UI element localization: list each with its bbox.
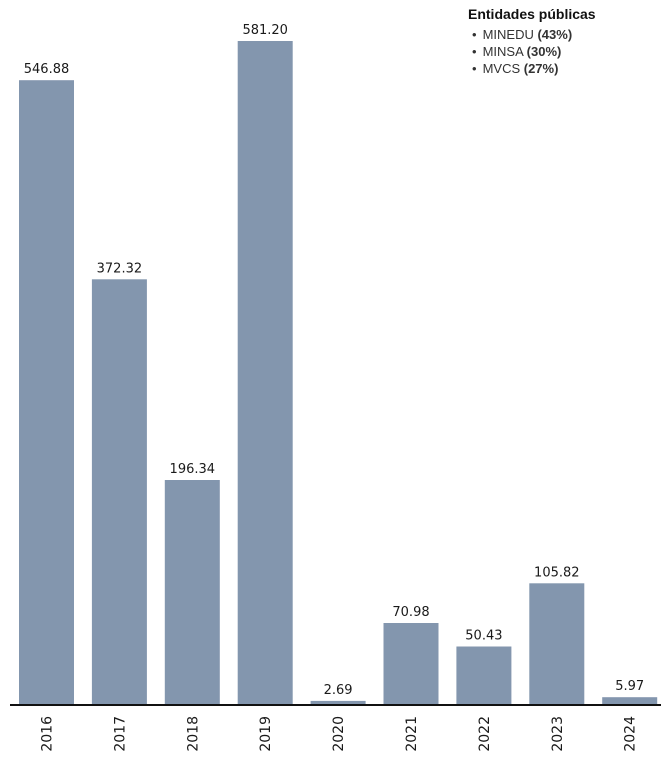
bar-2022 xyxy=(456,646,512,704)
data-label-2020: 2.69 xyxy=(324,683,353,698)
x-tick-label-2024: 2024 xyxy=(623,716,639,752)
legend-item-minedu: • MINEDU (43%) xyxy=(468,26,596,43)
data-label-2019: 581.20 xyxy=(242,23,288,38)
bar-2023 xyxy=(529,583,585,704)
bar-2018 xyxy=(164,480,220,704)
bar-2019 xyxy=(237,41,293,704)
data-label-2022: 50.43 xyxy=(465,629,502,644)
bar-2024 xyxy=(602,697,658,704)
x-tick-label-2018: 2018 xyxy=(185,716,201,752)
x-tick-label-2021: 2021 xyxy=(404,716,420,752)
x-tick-label-2023: 2023 xyxy=(550,716,566,752)
data-label-2024: 5.97 xyxy=(615,679,644,694)
x-tick-label-2019: 2019 xyxy=(258,716,274,752)
data-label-2017: 372.32 xyxy=(97,261,143,276)
data-label-2016: 546.88 xyxy=(24,62,70,77)
x-tick-label-2017: 2017 xyxy=(112,716,128,752)
legend: Entidades públicas • MINEDU (43%) • MINSA … xyxy=(468,6,596,77)
legend-item-name: MINEDU xyxy=(482,27,534,42)
legend-item-name: MINSA xyxy=(482,44,524,59)
legend-title: Entidades públicas xyxy=(468,6,596,22)
legend-item-share: (43%) xyxy=(537,27,573,42)
data-label-2023: 105.82 xyxy=(534,565,580,580)
bullet-icon: • xyxy=(472,27,477,42)
bar-2021 xyxy=(383,623,439,704)
bullet-icon: • xyxy=(472,44,477,59)
legend-item-name: MVCS xyxy=(482,61,521,76)
legend-item-minsa: • MINSA (30%) xyxy=(468,43,596,60)
x-tick-label-2016: 2016 xyxy=(40,716,56,752)
legend-item-share: (30%) xyxy=(526,44,562,59)
bar-2016 xyxy=(19,80,74,704)
legend-item-share: (27%) xyxy=(523,61,559,76)
x-tick-label-2022: 2022 xyxy=(477,716,493,752)
bullet-icon: • xyxy=(472,61,477,76)
legend-item-mvcs: • MVCS (27%) xyxy=(468,60,596,77)
bar-2017 xyxy=(91,279,147,704)
data-label-2021: 70.98 xyxy=(392,605,429,620)
data-label-2018: 196.34 xyxy=(170,462,216,477)
bar-2020 xyxy=(310,700,366,704)
x-tick-label-2020: 2020 xyxy=(331,716,347,752)
